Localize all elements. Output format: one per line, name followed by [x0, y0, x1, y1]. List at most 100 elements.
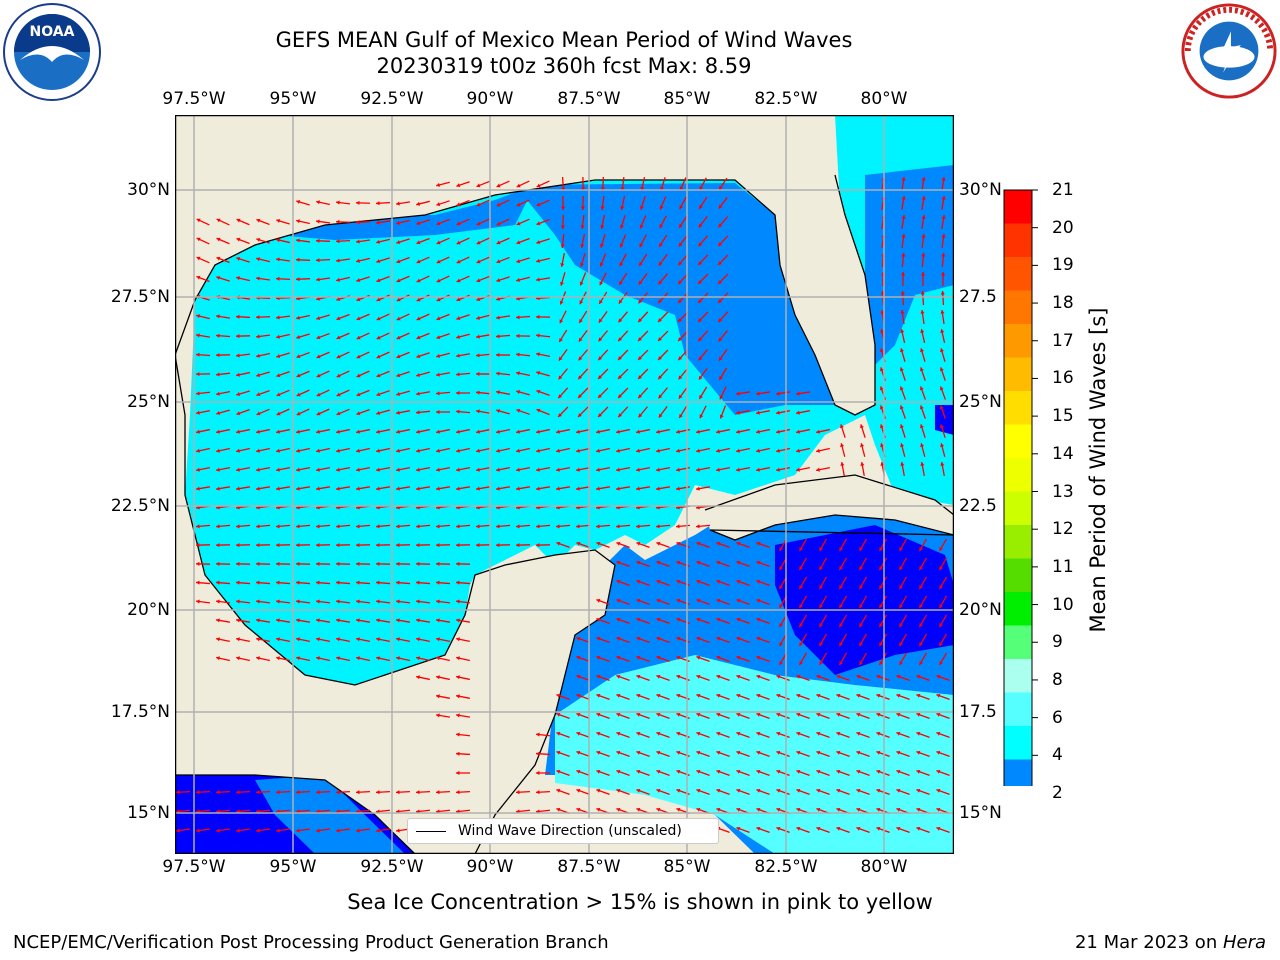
wave-direction-arrow: [736, 560, 750, 568]
wave-direction-arrow: [496, 180, 510, 188]
colorbar-tick: 17: [1052, 330, 1074, 351]
wave-direction-arrow: [856, 750, 870, 758]
wave-direction-arrow: [235, 524, 251, 529]
wave-direction-arrow: [296, 637, 310, 643]
wave-direction-arrow: [796, 712, 810, 720]
wave-direction-arrow: [939, 367, 946, 381]
wave-direction-arrow: [216, 637, 230, 643]
wave-direction-arrow: [576, 636, 590, 644]
wave-direction-arrow: [756, 410, 770, 415]
wave-direction-arrow: [276, 352, 290, 358]
wave-direction-arrow: [316, 466, 330, 472]
wave-direction-arrow: [756, 731, 770, 739]
wave-direction-arrow: [616, 712, 630, 720]
lon-tick-top: 92.5°W: [360, 89, 424, 109]
wave-direction-arrow: [475, 524, 491, 529]
wave-direction-arrow: [355, 561, 371, 566]
wave-direction-arrow: [435, 561, 451, 566]
wave-direction-arrow: [216, 218, 230, 226]
wave-direction-arrow: [677, 254, 689, 266]
wave-direction-arrow: [816, 466, 830, 472]
wave-direction-arrow: [776, 731, 790, 739]
wave-direction-arrow: [535, 543, 551, 548]
wave-direction-arrow: [315, 524, 331, 529]
wave-direction-arrow: [919, 386, 926, 400]
wave-direction-arrow: [316, 428, 330, 434]
wave-direction-arrow: [557, 406, 569, 418]
wave-direction-arrow: [396, 238, 410, 245]
wave-direction-arrow: [455, 599, 471, 604]
wave-direction-arrow: [455, 353, 471, 358]
wave-direction-arrow: [415, 561, 431, 566]
wave-direction-arrow: [836, 693, 850, 701]
colorbar-segment: [1004, 223, 1032, 258]
wave-direction-arrow: [315, 828, 331, 833]
wave-direction-arrow: [617, 406, 629, 418]
louisiana-shelf: [275, 185, 535, 240]
wave-direction-arrow: [395, 599, 411, 604]
lon-tick-top: 97.5°W: [162, 89, 226, 109]
wave-direction-arrow: [636, 655, 650, 663]
wave-direction-arrow: [476, 275, 490, 283]
wave-direction-arrow: [296, 219, 310, 225]
colorbar-segment: [1004, 726, 1032, 760]
wave-direction-arrow: [616, 598, 630, 606]
wave-direction-arrow: [577, 387, 589, 399]
wave-direction-arrow: [276, 389, 290, 397]
wave-direction-arrow: [921, 195, 926, 211]
wave-direction-arrow: [355, 543, 371, 548]
wave-direction-arrow: [940, 348, 946, 362]
wave-direction-arrow: [555, 524, 571, 529]
wave-direction-arrow: [698, 216, 708, 228]
wave-direction-arrow: [798, 633, 808, 647]
wave-direction-arrow: [756, 447, 770, 453]
wave-direction-arrow: [336, 656, 350, 662]
wave-direction-arrow: [536, 199, 550, 207]
wave-direction-arrow: [795, 391, 811, 396]
wave-direction-arrow: [395, 561, 411, 566]
wave-direction-arrow: [696, 712, 710, 720]
wave-direction-arrow: [275, 618, 291, 623]
colorbar-segment: [1004, 692, 1032, 727]
wave-direction-arrow: [296, 333, 310, 340]
wave-direction-arrow: [496, 237, 510, 245]
colorbar-label: Mean Period of Wind Waves [s]: [1086, 307, 1110, 633]
wave-direction-arrow: [736, 769, 750, 777]
wave-direction-arrow: [939, 386, 946, 400]
wave-direction-arrow: [275, 486, 291, 491]
wave-direction-arrow: [936, 750, 950, 758]
wave-direction-arrow: [698, 196, 708, 210]
wave-direction-arrow: [536, 447, 550, 453]
wave-direction-arrow: [798, 576, 808, 590]
wave-direction-arrow: [755, 391, 771, 396]
wave-direction-arrow: [355, 580, 371, 585]
wave-direction-arrow: [900, 329, 906, 343]
legend-label: Wind Wave Direction (unscaled): [458, 823, 682, 839]
wave-direction-arrow: [416, 637, 430, 643]
wave-direction-arrow: [656, 598, 670, 606]
wave-direction-arrow: [335, 200, 351, 205]
wave-direction-arrow: [816, 731, 830, 739]
wave-direction-arrow: [536, 257, 550, 263]
wave-direction-arrow: [236, 447, 250, 453]
wave-direction-arrow: [716, 750, 730, 758]
wave-direction-arrow: [515, 333, 531, 339]
wave-direction-arrow: [635, 486, 651, 491]
wave-direction-arrow: [756, 579, 770, 587]
wave-direction-arrow: [717, 292, 729, 304]
lat-tick-right: 22.5: [959, 496, 997, 516]
wave-direction-arrow: [798, 614, 808, 628]
wave-direction-arrow: [556, 541, 570, 549]
wave-direction-arrow: [375, 599, 391, 604]
colorbar-tick: 18: [1052, 293, 1074, 314]
wave-direction-arrow: [596, 636, 610, 644]
wave-direction-arrow: [256, 408, 270, 416]
wave-direction-arrow: [416, 428, 430, 434]
wave-direction-arrow: [736, 655, 750, 663]
wave-direction-arrow: [597, 387, 609, 399]
wave-direction-arrow: [580, 195, 585, 211]
wave-direction-arrow: [920, 309, 925, 325]
wave-direction-arrow: [296, 370, 310, 378]
wave-direction-arrow: [756, 541, 770, 549]
wave-direction-arrow: [335, 258, 351, 263]
